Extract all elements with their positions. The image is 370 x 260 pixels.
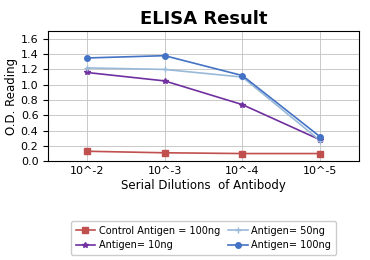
X-axis label: Serial Dilutions  of Antibody: Serial Dilutions of Antibody [121,179,286,192]
Control Antigen = 100ng [318,152,322,155]
Antigen= 50ng [240,75,245,79]
Control Antigen = 100ng [162,151,167,154]
Antigen= 100ng [85,56,89,60]
Antigen= 50ng [318,139,322,142]
Antigen= 10ng [85,71,89,74]
Title: ELISA Result: ELISA Result [140,10,267,28]
Antigen= 10ng [318,138,322,141]
Line: Antigen= 100ng: Antigen= 100ng [84,53,323,140]
Antigen= 10ng [240,103,245,106]
Antigen= 100ng [318,135,322,138]
Antigen= 50ng [162,68,167,71]
Control Antigen = 100ng [85,150,89,153]
Control Antigen = 100ng [240,152,245,155]
Antigen= 50ng [85,66,89,69]
Antigen= 10ng [162,79,167,82]
Legend: Control Antigen = 100ng, Antigen= 10ng, Antigen= 50ng, Antigen= 100ng: Control Antigen = 100ng, Antigen= 10ng, … [71,221,336,255]
Line: Antigen= 50ng: Antigen= 50ng [84,65,323,143]
Line: Antigen= 10ng: Antigen= 10ng [84,70,323,142]
Antigen= 100ng [240,74,245,77]
Y-axis label: O.D. Reading: O.D. Reading [5,58,18,135]
Line: Control Antigen = 100ng: Control Antigen = 100ng [84,148,323,156]
Antigen= 100ng [162,54,167,57]
